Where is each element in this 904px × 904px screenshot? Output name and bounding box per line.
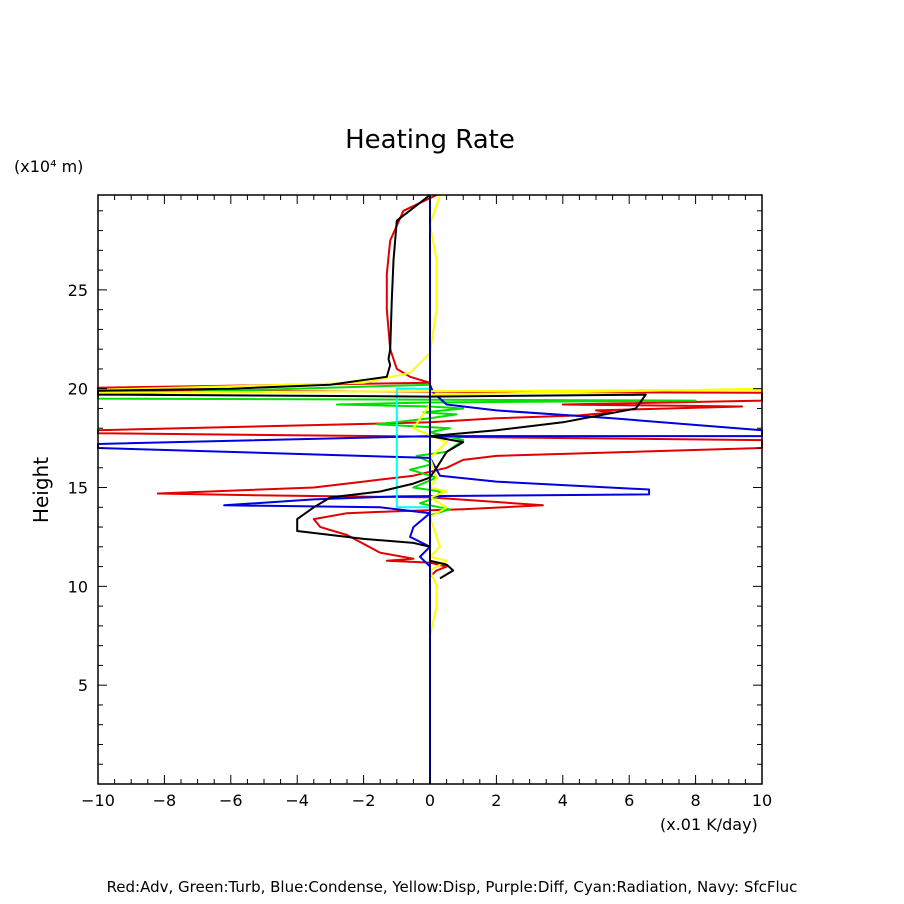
- x-tick-label: 10: [752, 791, 772, 810]
- series-line-5: [395, 387, 430, 509]
- ticks-layer: −10 −8 −6 −4 −2 0 2 4 6 8 10 5 10 15 20 25: [68, 195, 772, 810]
- chart-title: Heating Rate: [345, 125, 515, 155]
- x-tick-label: 8: [691, 791, 701, 810]
- y-tick-label: 15: [68, 479, 88, 498]
- series-line-3: [97, 384, 763, 568]
- x-tick-label: 4: [558, 791, 568, 810]
- series-line-4: [97, 194, 763, 637]
- y-axis-label: Height: [29, 457, 53, 523]
- x-tick-label: −4: [285, 791, 309, 810]
- y-tick-label: 10: [68, 577, 88, 596]
- x-tick-label: 6: [624, 791, 634, 810]
- x-tick-label: −6: [219, 791, 243, 810]
- y-tick-label: 5: [78, 676, 88, 695]
- x-tick-label: −2: [352, 791, 376, 810]
- series-layer: [97, 194, 763, 784]
- y-axis-unit: (x10⁴ m): [14, 157, 83, 176]
- series-line-7: [97, 194, 647, 580]
- x-tick-label: −8: [153, 791, 177, 810]
- legend-text: Red:Adv, Green:Turb, Blue:Condense, Yell…: [107, 878, 798, 896]
- x-tick-label: 2: [491, 791, 501, 810]
- plot-frame: [97, 194, 763, 785]
- y-tick-label: 25: [68, 281, 88, 300]
- x-tick-label: −10: [81, 791, 115, 810]
- x-axis-unit: (x.01 K/day): [660, 815, 758, 834]
- series-line-2: [97, 383, 697, 517]
- y-tick-label: 20: [68, 380, 88, 399]
- x-tick-label: 0: [425, 791, 435, 810]
